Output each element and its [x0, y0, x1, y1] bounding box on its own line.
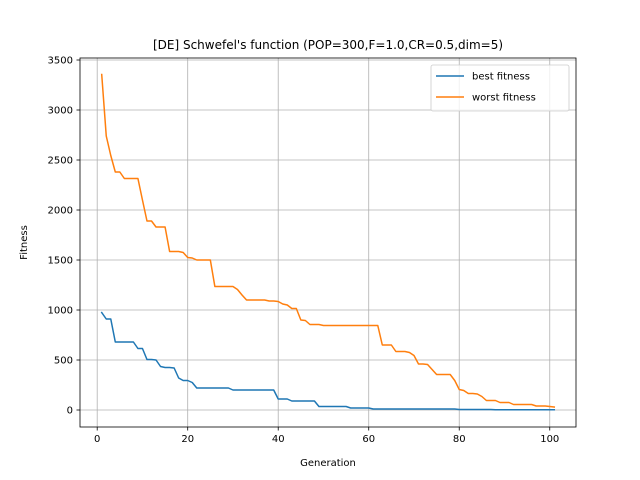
- x-tick-label: 20: [181, 434, 194, 445]
- y-axis-label: Fitness: [19, 225, 30, 260]
- legend: best fitness worst fitness: [430, 64, 570, 112]
- chart-title: [DE] Schwefel's function (POP=300,F=1.0,…: [153, 38, 503, 52]
- y-tick-label: 1000: [48, 306, 73, 317]
- x-tick-label: 40: [272, 434, 285, 445]
- legend-label-worst-fitness: worst fitness: [472, 93, 536, 104]
- x-tick-label: 60: [362, 434, 375, 445]
- legend-box: [430, 64, 570, 112]
- y-tick-label: 500: [54, 356, 73, 367]
- y-tick-label: 3500: [48, 56, 73, 67]
- x-tick-label: 0: [94, 434, 100, 445]
- y-tick-label: 0: [67, 406, 73, 417]
- x-tick-label: 80: [453, 434, 466, 445]
- y-tick-label: 2000: [48, 206, 73, 217]
- series-lines: [100, 73, 556, 411]
- grid-lines: [80, 58, 576, 427]
- x-axis-label: Generation: [300, 458, 356, 469]
- x-tick-label: 100: [540, 434, 559, 445]
- y-tick-label: 1500: [48, 256, 73, 267]
- series-line-best-fitness: [100, 311, 556, 411]
- legend-label-best-fitness: best fitness: [472, 72, 530, 83]
- y-tick-label: 3000: [48, 106, 73, 117]
- y-tick-label: 2500: [48, 156, 73, 167]
- plot-frame: [79, 57, 577, 428]
- series-line-worst-fitness: [100, 73, 556, 408]
